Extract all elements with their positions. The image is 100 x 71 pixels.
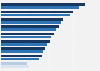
- Bar: [1, 25, 59, 28]
- Bar: [1, 21, 61, 24]
- Bar: [1, 40, 50, 43]
- Bar: [1, 62, 27, 65]
- Bar: [1, 18, 63, 21]
- Bar: [1, 28, 56, 31]
- Bar: [1, 47, 45, 50]
- Bar: [1, 3, 85, 6]
- Bar: [1, 58, 39, 60]
- Bar: [1, 14, 70, 16]
- Bar: [1, 55, 42, 57]
- Bar: [1, 6, 79, 9]
- Bar: [1, 65, 29, 68]
- Bar: [1, 50, 43, 53]
- Bar: [1, 36, 51, 38]
- Bar: [1, 43, 47, 46]
- Bar: [1, 11, 73, 13]
- Bar: [1, 33, 54, 35]
